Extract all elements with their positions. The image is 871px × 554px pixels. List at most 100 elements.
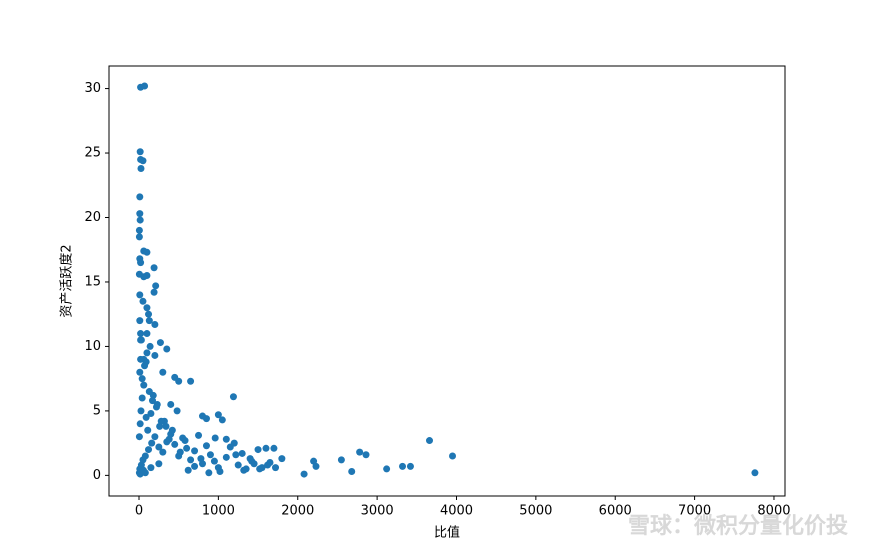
point [383, 465, 391, 473]
point [406, 462, 414, 470]
point [362, 451, 370, 459]
point [151, 321, 159, 329]
point [214, 411, 222, 419]
point [167, 400, 175, 408]
point [159, 448, 167, 456]
point [143, 330, 151, 338]
point [136, 420, 144, 428]
point [138, 394, 146, 402]
point [138, 375, 146, 383]
point [135, 226, 143, 234]
point [143, 349, 151, 357]
point [165, 435, 173, 443]
point [202, 442, 210, 450]
y-tick-label: 15 [84, 274, 101, 289]
point [270, 444, 278, 452]
point [181, 437, 189, 445]
point [272, 464, 280, 472]
x-tick-label: 4000 [440, 504, 473, 519]
point [152, 282, 160, 290]
point [175, 377, 183, 385]
point [216, 468, 224, 476]
point [137, 330, 145, 338]
point [337, 456, 345, 464]
point [173, 407, 181, 415]
point [135, 433, 143, 441]
point [148, 397, 156, 405]
point [143, 248, 151, 256]
point [425, 437, 433, 445]
point [136, 368, 144, 376]
point [162, 422, 170, 430]
point [143, 272, 151, 280]
point [147, 464, 155, 472]
point [222, 435, 230, 443]
point [150, 288, 158, 296]
point [139, 297, 147, 305]
y-axis-label: 资产活跃度2 [59, 244, 75, 317]
point [145, 446, 153, 454]
point [232, 451, 240, 459]
point [278, 455, 286, 463]
point [136, 148, 144, 156]
point [222, 453, 230, 461]
point [136, 216, 144, 224]
point [191, 447, 199, 455]
y-tick-label: 20 [84, 210, 101, 225]
point [218, 416, 226, 424]
point [156, 339, 164, 347]
point [141, 452, 149, 460]
point [187, 456, 195, 464]
y-tick-label: 30 [84, 81, 101, 96]
point [142, 358, 150, 366]
point [176, 448, 184, 456]
point [146, 342, 154, 350]
point [256, 465, 264, 473]
y-tick-label: 5 [93, 403, 101, 418]
point [159, 368, 167, 376]
point [151, 433, 159, 441]
x-tick-label: 2000 [281, 504, 314, 519]
point [202, 415, 210, 423]
point [191, 462, 199, 470]
point [139, 157, 147, 165]
plot-frame [108, 65, 786, 497]
point [136, 193, 144, 201]
point [348, 468, 356, 476]
point [136, 317, 144, 325]
point [168, 426, 176, 434]
point [184, 466, 192, 474]
watermark: 雪球：微积分量化价投 [628, 513, 848, 539]
point [140, 381, 148, 389]
point [136, 210, 144, 218]
point [141, 469, 149, 477]
point [157, 417, 165, 425]
point [751, 469, 759, 477]
point [144, 426, 152, 434]
point [171, 440, 179, 448]
point [211, 434, 219, 442]
point [238, 449, 246, 457]
point [449, 452, 457, 460]
x-tick-label: 1000 [202, 504, 235, 519]
x-axis-label: 比值 [434, 525, 460, 541]
point [206, 451, 214, 459]
y-tick-label: 10 [84, 339, 101, 354]
x-tick-label: 7000 [678, 504, 711, 519]
x-tick-label: 3000 [361, 504, 394, 519]
point [145, 310, 153, 318]
point [145, 317, 153, 325]
point [195, 431, 203, 439]
point [240, 466, 248, 474]
point [262, 444, 270, 452]
point [312, 462, 320, 470]
x-tick-label: 6000 [599, 504, 632, 519]
point [136, 291, 144, 299]
point [155, 460, 163, 468]
point [187, 377, 195, 385]
point [142, 413, 150, 421]
x-tick-label: 0 [135, 504, 143, 519]
point [356, 448, 364, 456]
x-tick-label: 5000 [519, 504, 552, 519]
